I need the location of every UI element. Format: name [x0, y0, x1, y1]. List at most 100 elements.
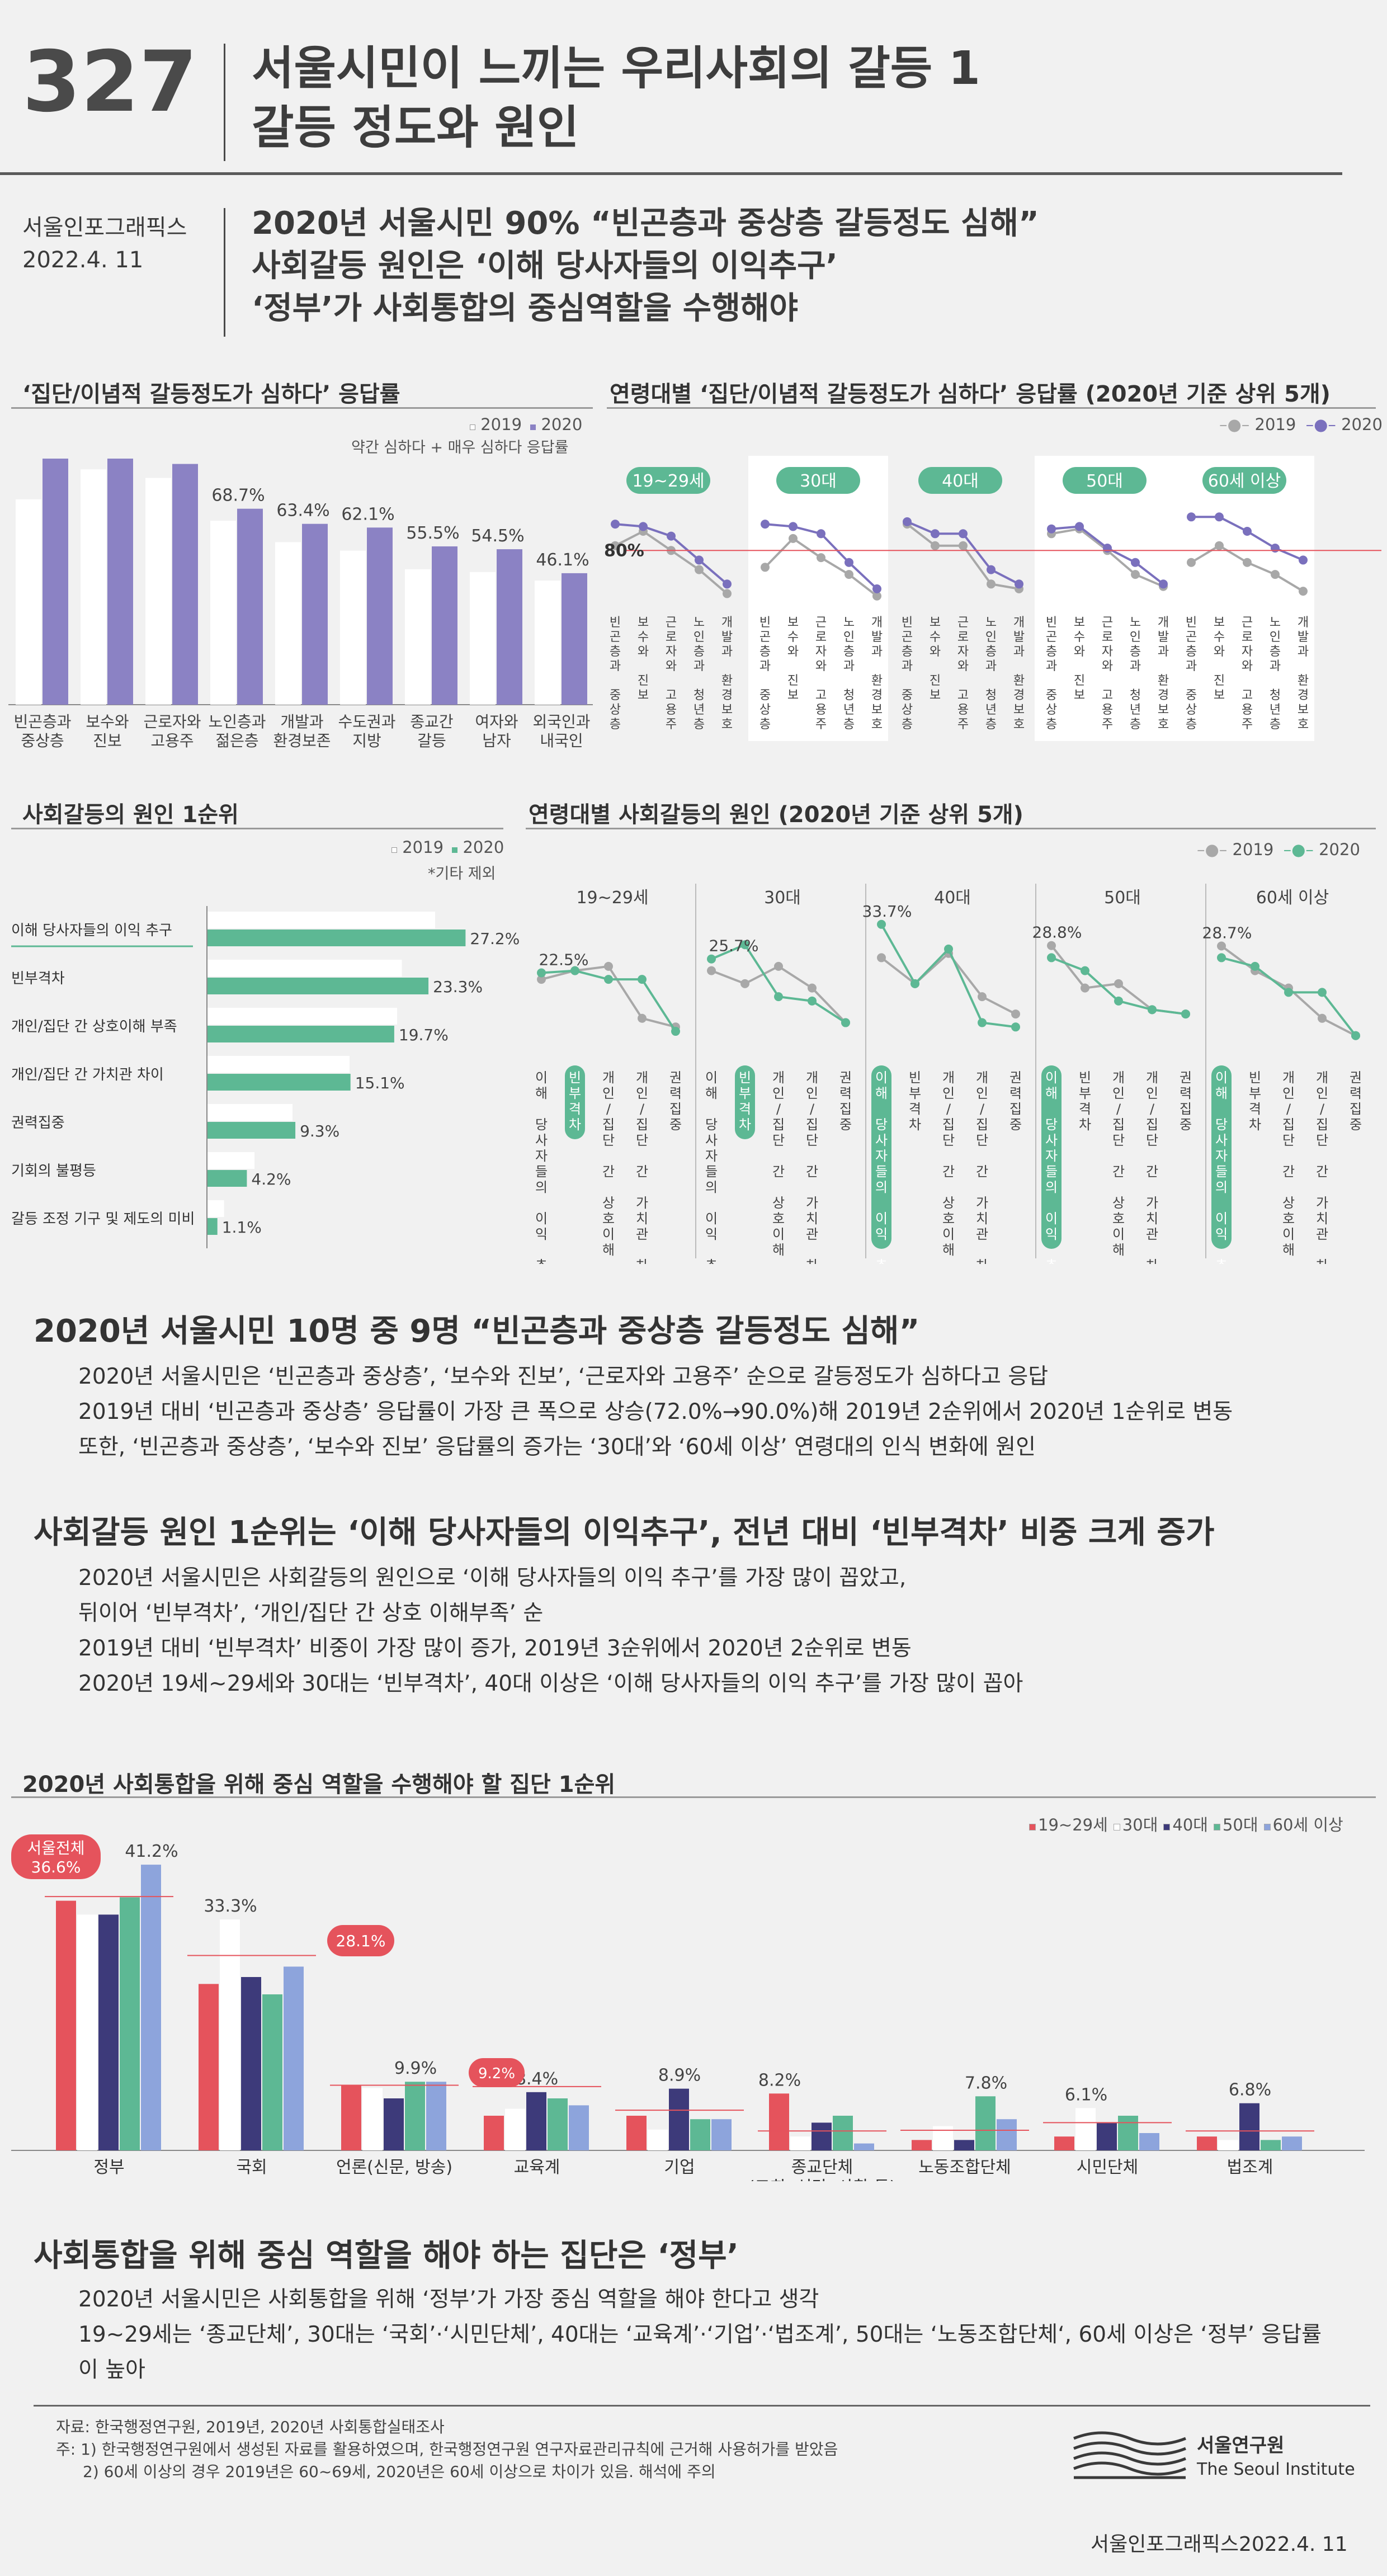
- data-label: 4.2%: [251, 1170, 291, 1188]
- age-label: 50대: [1104, 888, 1141, 908]
- bar-2019: [210, 521, 236, 705]
- age-label: 19~29세: [632, 471, 704, 491]
- category-label: 와: [1242, 659, 1253, 673]
- summary1-line: 2019년 대비 ‘빈곤층과 중상층’ 응답률이 가장 큰 폭으로 상승(72.…: [78, 1399, 1233, 1424]
- category-label: 빈: [1249, 1070, 1261, 1086]
- point-v2019: [808, 983, 817, 993]
- category-label: 단: [1146, 1133, 1158, 1148]
- category-label: 중: [1350, 1117, 1362, 1133]
- legend-2019: 2019: [402, 838, 444, 857]
- category-label: 력: [1009, 1086, 1022, 1101]
- summary3-heading: 사회통합을 위해 중심 역할을 해야 하는 집단은 ‘정부’: [34, 2238, 739, 2274]
- category-label: 보: [871, 703, 883, 717]
- category-label: 추: [875, 1258, 888, 1264]
- category-label: 환: [721, 674, 733, 688]
- legend-2020: 2020: [463, 838, 504, 857]
- category-label: 호: [1013, 718, 1025, 732]
- footer-note-2: 2) 60세 이상의 경우 2019년은 60~69세, 2020년은 60세 …: [83, 2462, 716, 2481]
- bar-40대: [669, 2088, 689, 2150]
- category-label: 근: [957, 616, 969, 630]
- age-label: 19~29세: [576, 888, 648, 908]
- summary2-line: 2020년 서울시민은 사회갈등의 원인으로 ‘이해 당사자들의 이익 추구’를…: [78, 1565, 907, 1591]
- category-label: 로: [1102, 630, 1113, 644]
- category-label: 년: [694, 703, 705, 717]
- data-label: 41.2%: [125, 1842, 178, 1861]
- category-label: 단: [1112, 1133, 1125, 1148]
- point-v2019: [707, 966, 716, 975]
- category-label: 환: [1298, 674, 1309, 688]
- age-label: 40대: [934, 888, 971, 908]
- category-label: 호: [1158, 718, 1169, 732]
- category-label: 치: [806, 1211, 818, 1226]
- point-v2019: [845, 570, 853, 579]
- legend-label: 60세 이상: [1272, 1815, 1343, 1834]
- category-label: 개인/집단 간 상호이해 부족: [11, 1018, 177, 1035]
- bar-2019: [81, 469, 106, 705]
- bar-30대: [362, 2088, 383, 2150]
- point-v2020: [903, 517, 912, 526]
- section3-legend: 2019 2020: [391, 838, 504, 857]
- point-v2020: [1181, 1009, 1190, 1019]
- point-v2020: [1318, 988, 1327, 997]
- category-label: 호: [871, 718, 883, 732]
- bar-19~29세: [1197, 2136, 1217, 2150]
- category-label: 관: [1316, 1226, 1328, 1242]
- point-v2019: [931, 541, 940, 550]
- age-label: 40대: [942, 471, 979, 491]
- category-label: 인: [602, 1086, 615, 1101]
- bar-60세 이상: [284, 1966, 304, 2150]
- category-label: 노동조합단체: [918, 2158, 1011, 2177]
- bar-30대: [648, 2129, 668, 2150]
- category-label: 갈등 조정 기구 및 제도의 미비: [11, 1211, 195, 1228]
- category-label: 해: [705, 1086, 718, 1101]
- category-label: 상: [1282, 1195, 1295, 1211]
- category-label: 권: [839, 1070, 852, 1086]
- category-label: 들: [705, 1164, 718, 1180]
- category-label: 집: [1180, 1101, 1192, 1117]
- category-label: 기업: [664, 2158, 695, 2177]
- category-label: 발: [1158, 630, 1169, 644]
- category-label: 노: [843, 616, 855, 630]
- category-label: 근: [815, 616, 827, 630]
- category-label: 수: [1074, 630, 1085, 644]
- point-v2020: [845, 558, 853, 567]
- category-label: 상: [1046, 703, 1057, 717]
- category-label: 단: [636, 1133, 648, 1148]
- category-label: 호: [1282, 1211, 1295, 1226]
- data-label: 33.3%: [204, 1896, 257, 1916]
- category-label: 개인/집단 간 가치관 차이: [11, 1067, 164, 1083]
- category-label: 차: [1079, 1117, 1091, 1133]
- section4-title: 연령대별 사회갈등의 원인 (2020년 기준 상위 5개): [529, 802, 1023, 828]
- category-label: 추: [705, 1258, 718, 1264]
- point-v2019: [1215, 541, 1224, 550]
- category-label: /: [606, 1101, 611, 1117]
- category-label: 차: [806, 1258, 818, 1264]
- category-label: 과: [1270, 659, 1281, 673]
- point-v2019: [537, 975, 546, 984]
- legend-swatch: [1163, 1824, 1171, 1830]
- category-label: 자: [875, 1148, 888, 1164]
- category-label: 부: [909, 1086, 921, 1101]
- category-label: 중: [610, 688, 621, 702]
- category-label: 고: [815, 688, 827, 702]
- series-name: 서울인포그래픽스: [22, 215, 187, 240]
- category-label: 의: [705, 1180, 718, 1195]
- category-label: 권: [1350, 1070, 1362, 1086]
- category-label: 중: [839, 1117, 852, 1133]
- category-label: 층: [1046, 645, 1057, 659]
- category-label: 자: [666, 645, 677, 659]
- category-label: 간: [976, 1164, 988, 1180]
- category-label: 이: [705, 1211, 718, 1226]
- category-label: 층: [610, 645, 621, 659]
- section3-rule: [11, 828, 503, 829]
- point-v2020: [695, 555, 704, 565]
- bar-50대: [405, 2082, 425, 2150]
- point-v2020: [638, 975, 647, 984]
- category-label: 간: [772, 1164, 785, 1180]
- category-label: 주: [1242, 718, 1253, 732]
- category-label: 의: [875, 1180, 888, 1195]
- category-label: 들: [1045, 1164, 1058, 1180]
- summary1-line: 또한, ‘빈곤층과 중상층’, ‘보수와 진보’ 응답률의 증가는 ‘30대’와…: [78, 1435, 1036, 1460]
- bar-50대: [120, 1897, 140, 2150]
